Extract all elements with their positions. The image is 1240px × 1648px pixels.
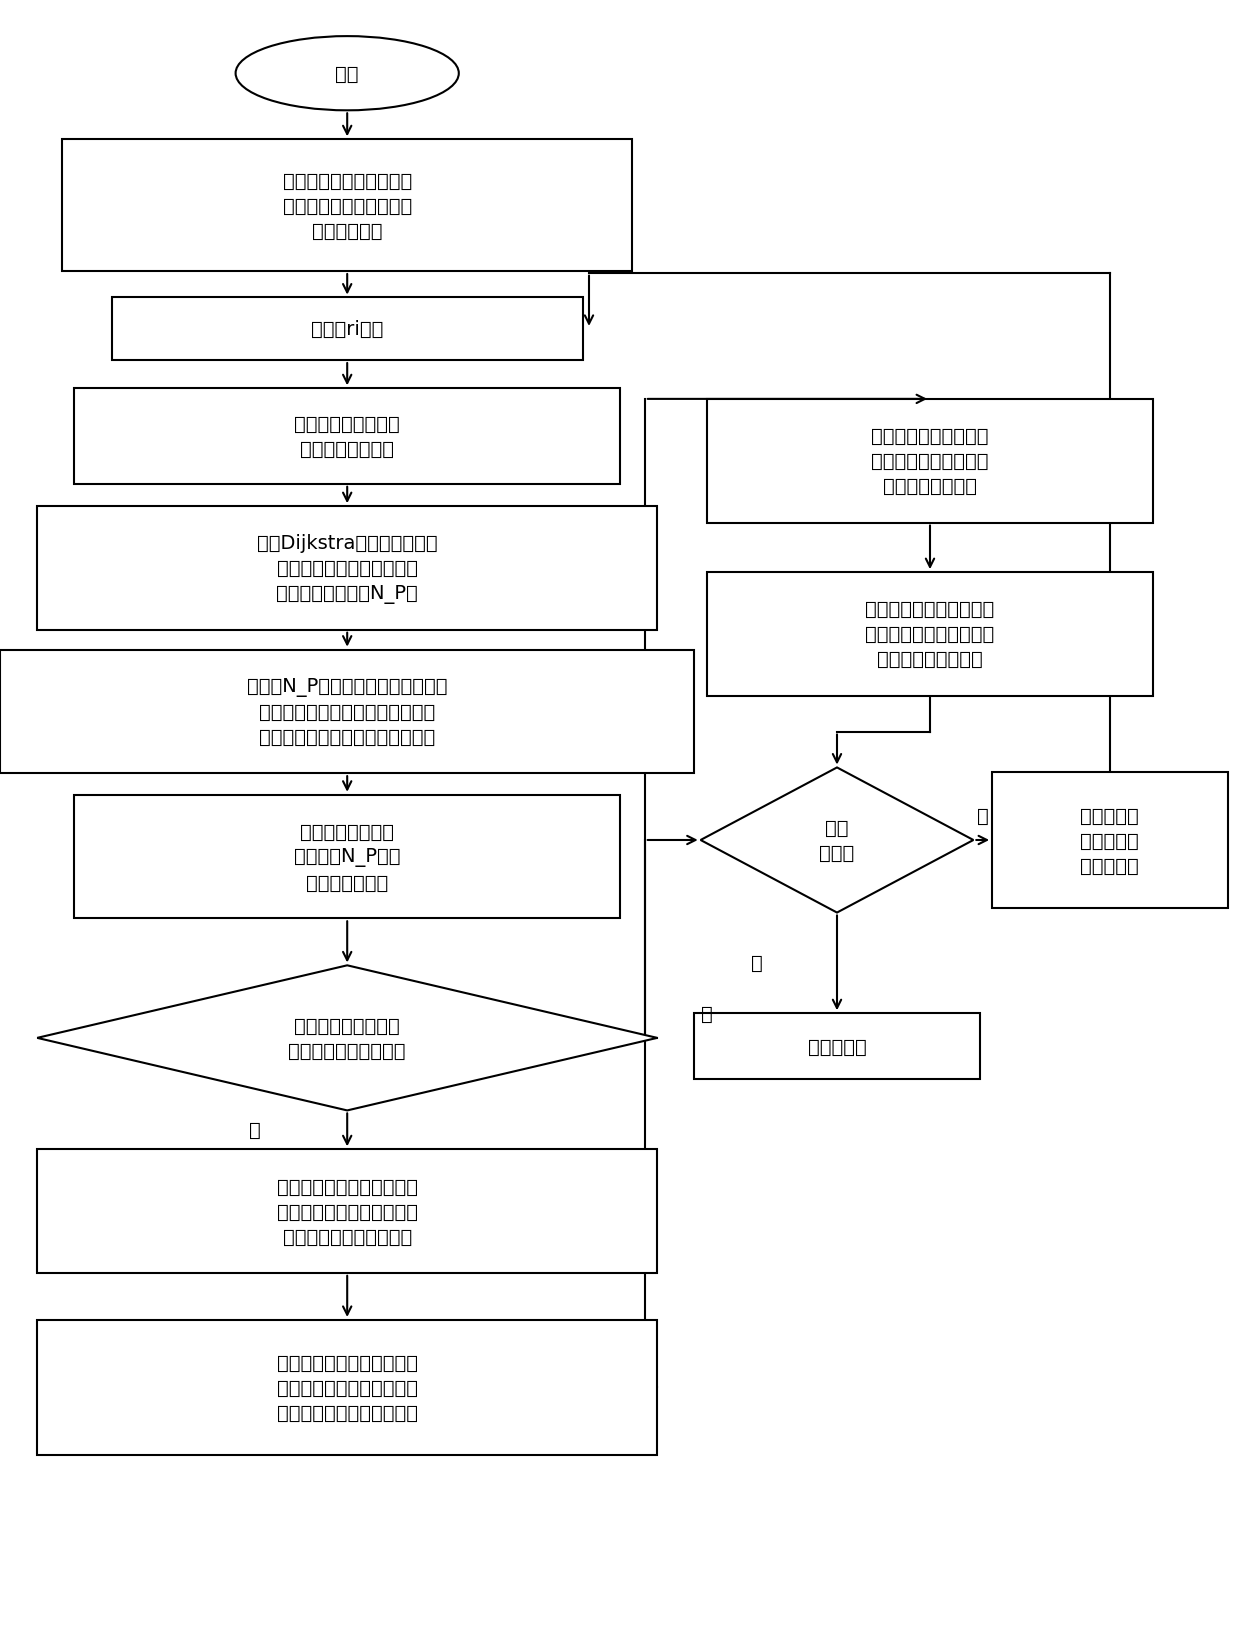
Text: 存在重负载节点且光
路频谱使用超过阈值？: 存在重负载节点且光 路频谱使用超过阈值？	[289, 1017, 405, 1060]
Bar	[707, 400, 1153, 524]
Bar	[992, 773, 1228, 908]
Bar	[694, 1014, 980, 1079]
Text: 由于该光径是轻负载路径，
执行可用频谱感知的光路带
宽预留节能疏导路由方法: 由于该光径是轻负载路径， 执行可用频谱感知的光路带 宽预留节能疏导路由方法	[277, 1177, 418, 1246]
Polygon shape	[37, 966, 657, 1111]
Bar	[0, 651, 694, 775]
Bar	[74, 796, 620, 920]
Text: 基于光路可用频谱大小、业
务请求速率和转发器剩余容
量，动态预留最大可用频谱: 基于光路可用频谱大小、业 务请求速率和转发器剩余容 量，动态预留最大可用频谱	[277, 1353, 418, 1422]
Text: 根据节点负载状态
公式判断N_P集合
中节点负载情况: 根据节点负载状态 公式判断N_P集合 中节点负载情况	[294, 822, 401, 892]
Bar	[37, 508, 657, 630]
Text: 释放离去业务占用的
频谱和转发器端口: 释放离去业务占用的 频谱和转发器端口	[294, 415, 401, 458]
Text: 根据基于光路跳数和频谱
连续度的路径代价公式选
择最小代价光路传输: 根据基于光路跳数和频谱 连续度的路径代价公式选 择最小代价光路传输	[866, 600, 994, 669]
Text: 阻塞该业务: 阻塞该业务	[807, 1037, 867, 1056]
Bar	[74, 389, 620, 485]
Text: 否: 否	[751, 954, 763, 972]
Bar	[37, 1320, 657, 1455]
Text: 新业务ri到达: 新业务ri到达	[311, 320, 383, 339]
Text: 否: 否	[249, 1121, 260, 1140]
Text: 使用Dijkstra算法为业务计算
最短光路径，将最短光路上
的节点存放到集合N_P中: 使用Dijkstra算法为业务计算 最短光路径，将最短光路上 的节点存放到集合N…	[257, 534, 438, 603]
Bar	[62, 140, 632, 272]
Bar	[37, 1150, 657, 1272]
Text: 开始: 开始	[336, 64, 358, 84]
Text: 是: 是	[701, 1004, 713, 1023]
Ellipse shape	[236, 38, 459, 112]
Text: 由于该光路是重负载路
径，执行负载均衡最小
代价光路路由方法: 由于该光路是重负载路 径，执行负载均衡最小 代价光路路由方法	[872, 427, 988, 496]
Text: 记录业务消
耗的能量和
占用的频隙: 记录业务消 耗的能量和 占用的频隙	[1080, 806, 1140, 875]
Text: 成功
传输？: 成功 传输？	[820, 819, 854, 862]
Bar	[112, 298, 583, 361]
Polygon shape	[701, 768, 973, 913]
Text: 是: 是	[977, 806, 988, 826]
Text: 为集合N_P中每个节点根据节点频谱
使用度公式计算光路节点频谱使用
度和全网所有节点平均频谱使用度: 为集合N_P中每个节点根据节点频谱 使用度公式计算光路节点频谱使用 度和全网所有…	[247, 677, 448, 747]
Bar	[707, 574, 1153, 695]
Text: 输入网络拓扑，设置路径
可用剩余带宽阈值，统计
链路频谱状态: 输入网络拓扑，设置路径 可用剩余带宽阈值，统计 链路频谱状态	[283, 171, 412, 241]
